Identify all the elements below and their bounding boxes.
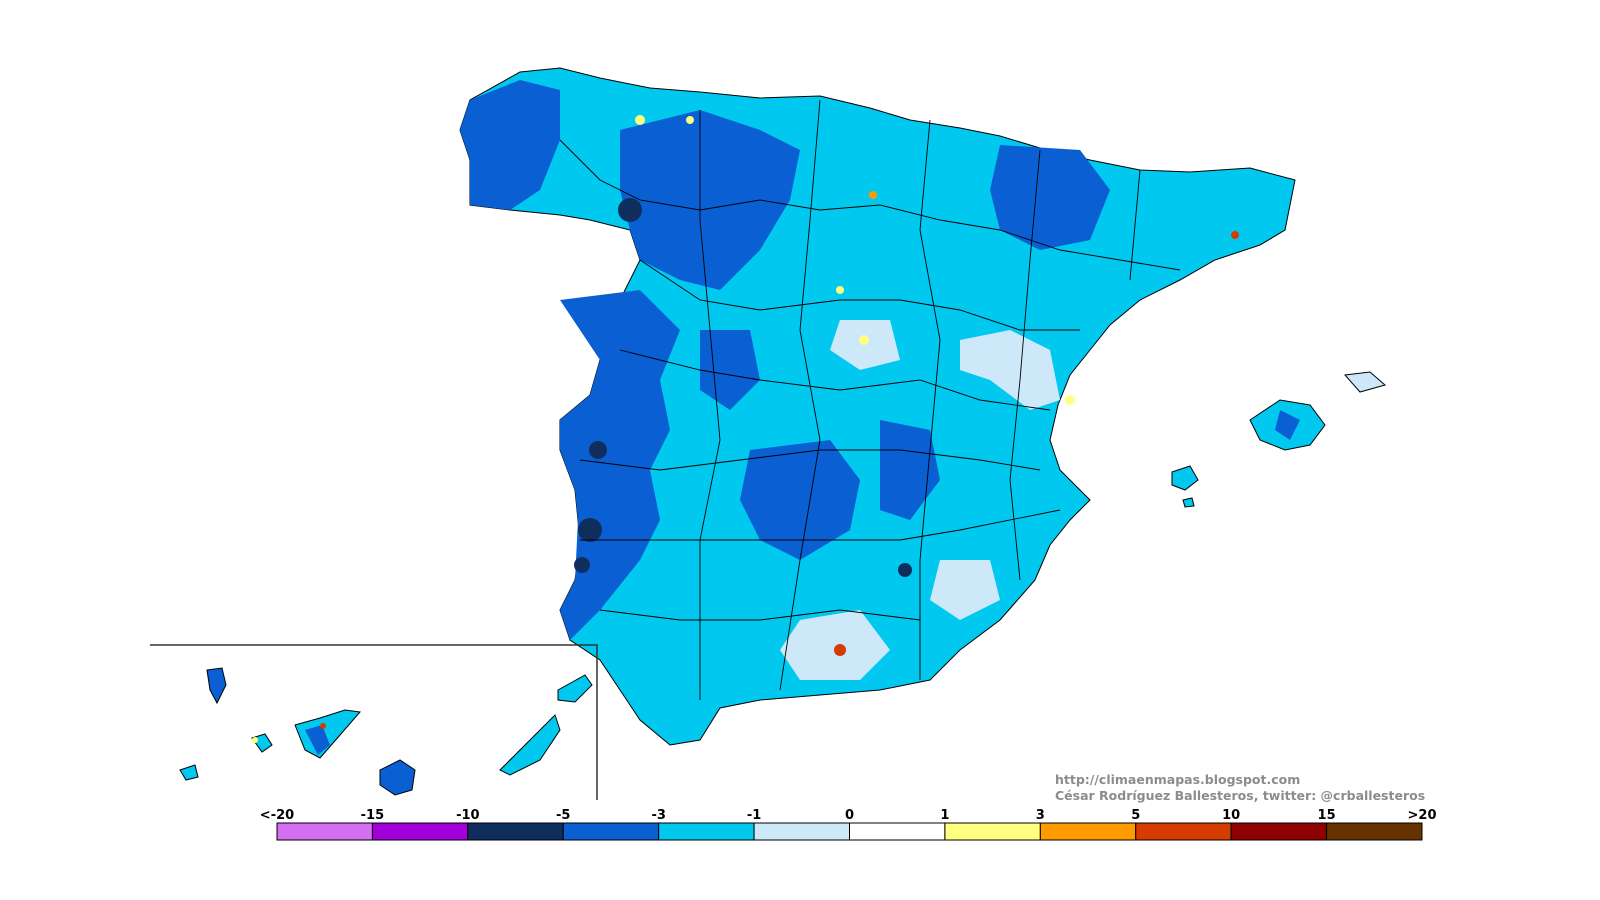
- credit-author: César Rodríguez Ballesteros, twitter: @c…: [1055, 788, 1426, 803]
- balearic-islands: [1171, 371, 1387, 508]
- credit-url[interactable]: http://climaenmapas.blogspot.com: [1055, 772, 1301, 787]
- canary-islands-inset: [150, 644, 598, 800]
- spain-mainland: [459, 67, 1296, 746]
